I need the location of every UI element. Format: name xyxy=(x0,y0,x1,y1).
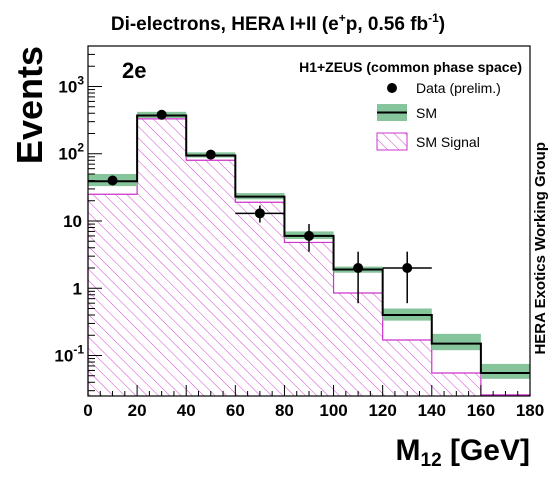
y-axis-label: Events xyxy=(9,46,50,164)
x-axis-ticks: 0 20 40 60 80 100 120 140 160 180 xyxy=(83,385,544,420)
data-marker xyxy=(156,109,167,120)
legend: Data (prelim.) SM SM Signal xyxy=(376,80,501,151)
x-tick-label: 20 xyxy=(128,401,147,420)
x-axis-label-main: M xyxy=(396,434,421,467)
data-marker xyxy=(353,263,364,274)
header-label: H1+ZEUS (common phase space) xyxy=(299,59,522,75)
legend-data-marker xyxy=(387,83,397,93)
y-tick-label: 10 xyxy=(63,212,82,231)
x-tick-label: 40 xyxy=(177,401,196,420)
signal-bar xyxy=(88,194,138,396)
title-mid: p, 0.56 fb xyxy=(346,14,428,35)
x-tick-label: 140 xyxy=(418,401,446,420)
sm-band-segment xyxy=(480,363,530,379)
x-tick-label: 100 xyxy=(319,401,347,420)
signal-bar xyxy=(235,202,285,396)
x-tick-label: 160 xyxy=(467,401,495,420)
data-marker xyxy=(402,263,413,274)
signal-bar xyxy=(382,340,432,396)
data-point xyxy=(205,149,216,160)
sm-band-segment xyxy=(431,333,481,351)
chart-title: Di-electrons, HERA I+II (e+p, 0.56 fb-1) xyxy=(111,11,445,35)
data-point xyxy=(235,205,285,223)
x-tick-label: 0 xyxy=(83,401,92,420)
x-tick-label: 180 xyxy=(516,401,544,420)
data-marker xyxy=(254,208,265,219)
side-label: HERA Exotics Working Group xyxy=(532,142,549,355)
data-point xyxy=(156,109,167,120)
y-tick-label: 1 xyxy=(73,279,82,298)
x-axis-label-unit: [GeV] xyxy=(442,434,530,467)
title-sup2: -1 xyxy=(428,11,439,25)
x-tick-label: 120 xyxy=(368,401,396,420)
x-tick-label: 60 xyxy=(226,401,245,420)
legend-signal-label: SM Signal xyxy=(416,134,480,150)
data-marker xyxy=(304,230,314,241)
y-tick-label: 10-1 xyxy=(54,343,84,366)
signal-bar xyxy=(186,160,236,396)
x-axis-label-sub: 12 xyxy=(421,450,442,471)
title-main: Di-electrons, HERA I+II (e xyxy=(111,14,339,35)
data-marker xyxy=(205,149,216,160)
signal-bar xyxy=(333,293,383,396)
signal-histogram xyxy=(87,118,531,397)
title-end: ) xyxy=(439,14,445,35)
legend-sm-label: SM xyxy=(416,105,437,121)
data-point xyxy=(382,251,432,304)
data-point xyxy=(353,251,364,304)
title-sup: + xyxy=(339,11,346,25)
legend-signal-box xyxy=(376,132,408,151)
data-point xyxy=(304,224,314,252)
data-points xyxy=(107,109,432,304)
signal-bar xyxy=(137,118,187,397)
x-axis-label: M12 [GeV] xyxy=(396,434,531,471)
legend-data-label: Data (prelim.) xyxy=(416,80,501,96)
channel-label: 2e xyxy=(122,58,146,83)
y-tick-label: 102 xyxy=(58,141,84,164)
y-axis-ticks: 10-1 1 10 102 103 xyxy=(54,45,102,392)
signal-bar xyxy=(284,242,334,396)
y-tick-label: 103 xyxy=(58,73,84,96)
x-tick-label: 80 xyxy=(275,401,294,420)
data-marker xyxy=(107,175,118,186)
signal-bar xyxy=(431,372,481,396)
data-point xyxy=(107,175,118,186)
